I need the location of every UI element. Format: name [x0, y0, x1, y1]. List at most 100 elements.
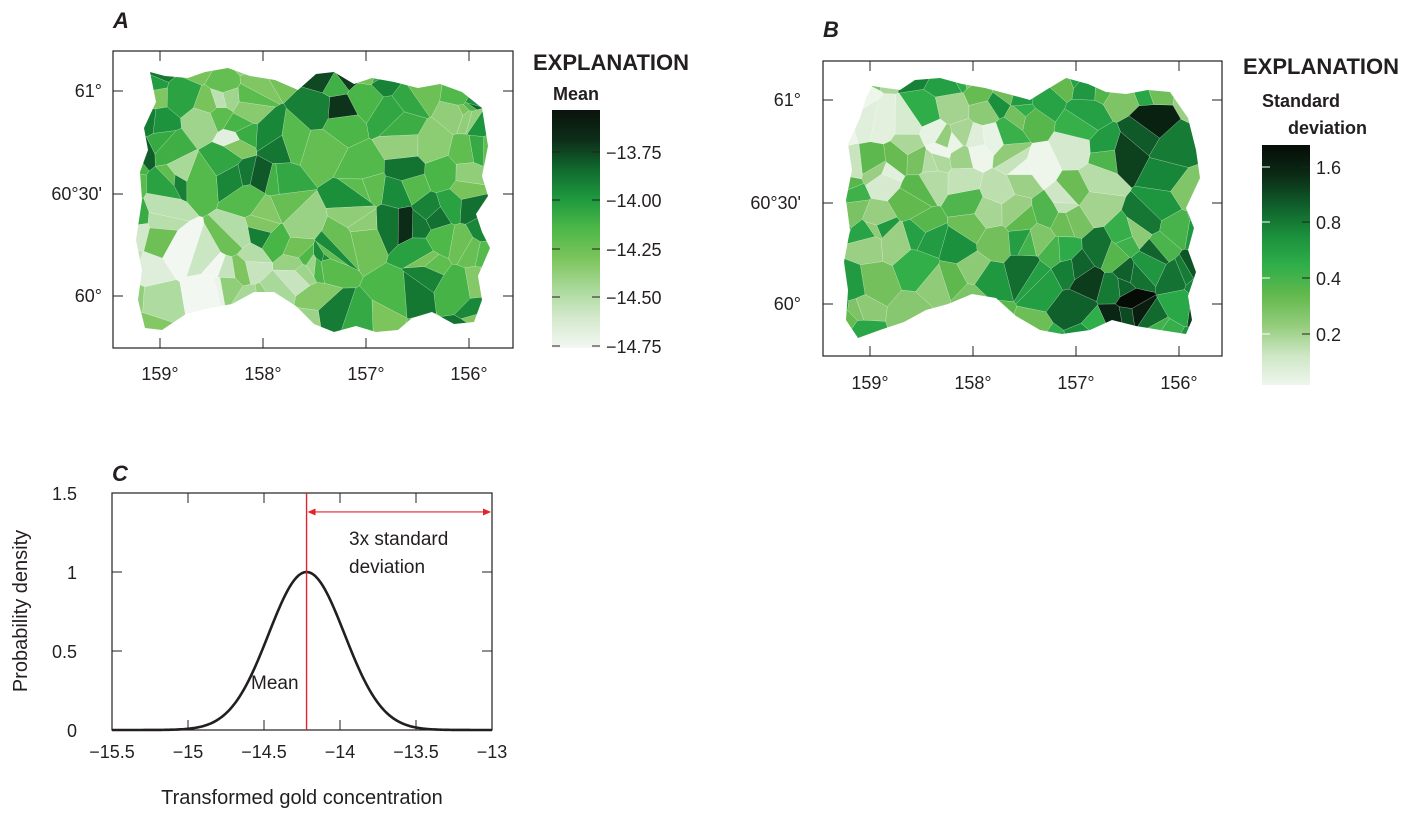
- watershed-cell: [237, 154, 258, 187]
- watershed-cell: [292, 282, 344, 311]
- watershed-cell: [147, 211, 190, 231]
- plot-c-y-tick-label: 0.5: [52, 642, 77, 662]
- watershed-cell: [1174, 253, 1195, 286]
- watershed-cell: [235, 123, 258, 149]
- watershed-cell: [314, 230, 360, 272]
- watershed-cell: [139, 87, 168, 110]
- legend-b-colorbar: [1262, 145, 1310, 385]
- watershed-cell: [496, 118, 514, 178]
- legend-a-tick-label: −14.25: [606, 240, 662, 260]
- plot-c-x-tick-label: −13.5: [393, 742, 439, 762]
- watershed-cell: [1211, 220, 1222, 248]
- watershed-cell: [1148, 230, 1183, 263]
- watershed-cell: [938, 260, 968, 302]
- watershed-cell: [136, 171, 147, 208]
- watershed-cell: [1007, 331, 1037, 338]
- watershed-cell: [456, 236, 481, 269]
- watershed-cell: [136, 68, 151, 81]
- watershed-cell: [889, 134, 925, 156]
- plot-c-y-tick-labels: 0 0.5 1 1.5: [52, 484, 77, 741]
- watershed-cell: [448, 223, 474, 265]
- sd-arrow-label: deviation: [349, 557, 425, 578]
- watershed-cell: [136, 242, 144, 276]
- watershed-cell: [474, 68, 490, 82]
- watershed-cell: [1159, 209, 1191, 251]
- watershed-cell: [943, 78, 968, 94]
- watershed-cell: [844, 119, 859, 148]
- watershed-cell: [1191, 232, 1200, 264]
- plot-c-x-tick-label: −14: [325, 742, 356, 762]
- watershed-cell: [327, 93, 359, 119]
- watershed-cell: [186, 222, 221, 278]
- panel-a: A 61° 60°30' 60° 159° 158° 157° 156° EXP…: [51, 8, 689, 384]
- watershed-cell: [1206, 262, 1222, 300]
- watershed-cell: [1050, 258, 1075, 291]
- watershed-cell: [1053, 108, 1099, 141]
- watershed-cell: [245, 261, 273, 285]
- watershed-cell: [375, 51, 399, 63]
- watershed-cell: [844, 321, 852, 338]
- map-a-x-tick-label: 156°: [450, 364, 487, 384]
- watershed-cell: [346, 82, 384, 124]
- watershed-cell: [880, 220, 912, 266]
- watershed-cell: [435, 188, 462, 226]
- watershed-cell: [113, 51, 130, 90]
- watershed-cell: [934, 123, 952, 149]
- map-b-y-tick-label: 61°: [774, 90, 801, 110]
- watershed-cell: [984, 78, 1029, 86]
- watershed-cell: [898, 89, 941, 128]
- map-b-x-tick-label: 158°: [954, 373, 991, 393]
- watershed-cell: [186, 150, 219, 218]
- watershed-cell: [1197, 281, 1200, 306]
- watershed-cell: [477, 336, 503, 348]
- watershed-cell: [321, 253, 331, 262]
- watershed-cell: [275, 306, 325, 332]
- watershed-cell: [497, 316, 513, 333]
- watershed-cell: [136, 268, 137, 300]
- watershed-cell: [474, 240, 490, 268]
- map-b-x-tick-label: 157°: [1057, 373, 1094, 393]
- map-a-y-tick-label: 60°: [75, 286, 102, 306]
- plot-c-y-tick-label: 1: [67, 563, 77, 583]
- legend-a-tick-label: −14.50: [606, 288, 662, 308]
- map-a-y-tick-label: 60°30': [51, 184, 102, 204]
- watershed-cell: [901, 219, 926, 251]
- watershed-cell: [993, 145, 1032, 176]
- watershed-cell: [393, 326, 424, 332]
- watershed-cell: [1078, 163, 1132, 197]
- watershed-cell: [466, 102, 486, 110]
- watershed-cell: [383, 155, 426, 181]
- watershed-cell: [1186, 294, 1200, 328]
- watershed-cell: [204, 68, 241, 93]
- map-cells: [844, 61, 1222, 338]
- watershed-cell: [1088, 61, 1123, 75]
- watershed-cell: [488, 220, 490, 254]
- watershed-cell: [136, 108, 157, 138]
- watershed-cell: [844, 78, 860, 104]
- watershed-cell: [1188, 324, 1200, 338]
- watershed-cell: [469, 318, 490, 332]
- watershed-cell: [369, 68, 385, 78]
- watershed-cell: [844, 280, 850, 324]
- legend-a-colorbar: [552, 110, 600, 348]
- watershed-cell: [1152, 334, 1181, 338]
- watershed-cell: [173, 174, 188, 203]
- watershed-cell: [864, 221, 883, 240]
- watershed-cell: [136, 86, 146, 127]
- watershed-cell: [1138, 238, 1170, 265]
- watershed-cell: [881, 332, 958, 338]
- watershed-cell: [1008, 229, 1031, 256]
- watershed-cell: [272, 269, 311, 297]
- watershed-cell: [1015, 268, 1063, 313]
- plot-c-x-tick-label: −15: [173, 742, 204, 762]
- watershed-cell: [855, 294, 888, 322]
- legend-a-tick-label: −14.75: [606, 337, 662, 357]
- legend-b-tick-label: 0.2: [1316, 325, 1341, 345]
- watershed-cell: [1089, 121, 1121, 154]
- map-a-x-tick-label: 158°: [244, 364, 281, 384]
- plot-c-y-axis-title: Probability density: [10, 530, 32, 692]
- watershed-cell: [481, 68, 490, 79]
- map-a-x-tick-label: 157°: [347, 364, 384, 384]
- watershed-cell: [982, 78, 1033, 79]
